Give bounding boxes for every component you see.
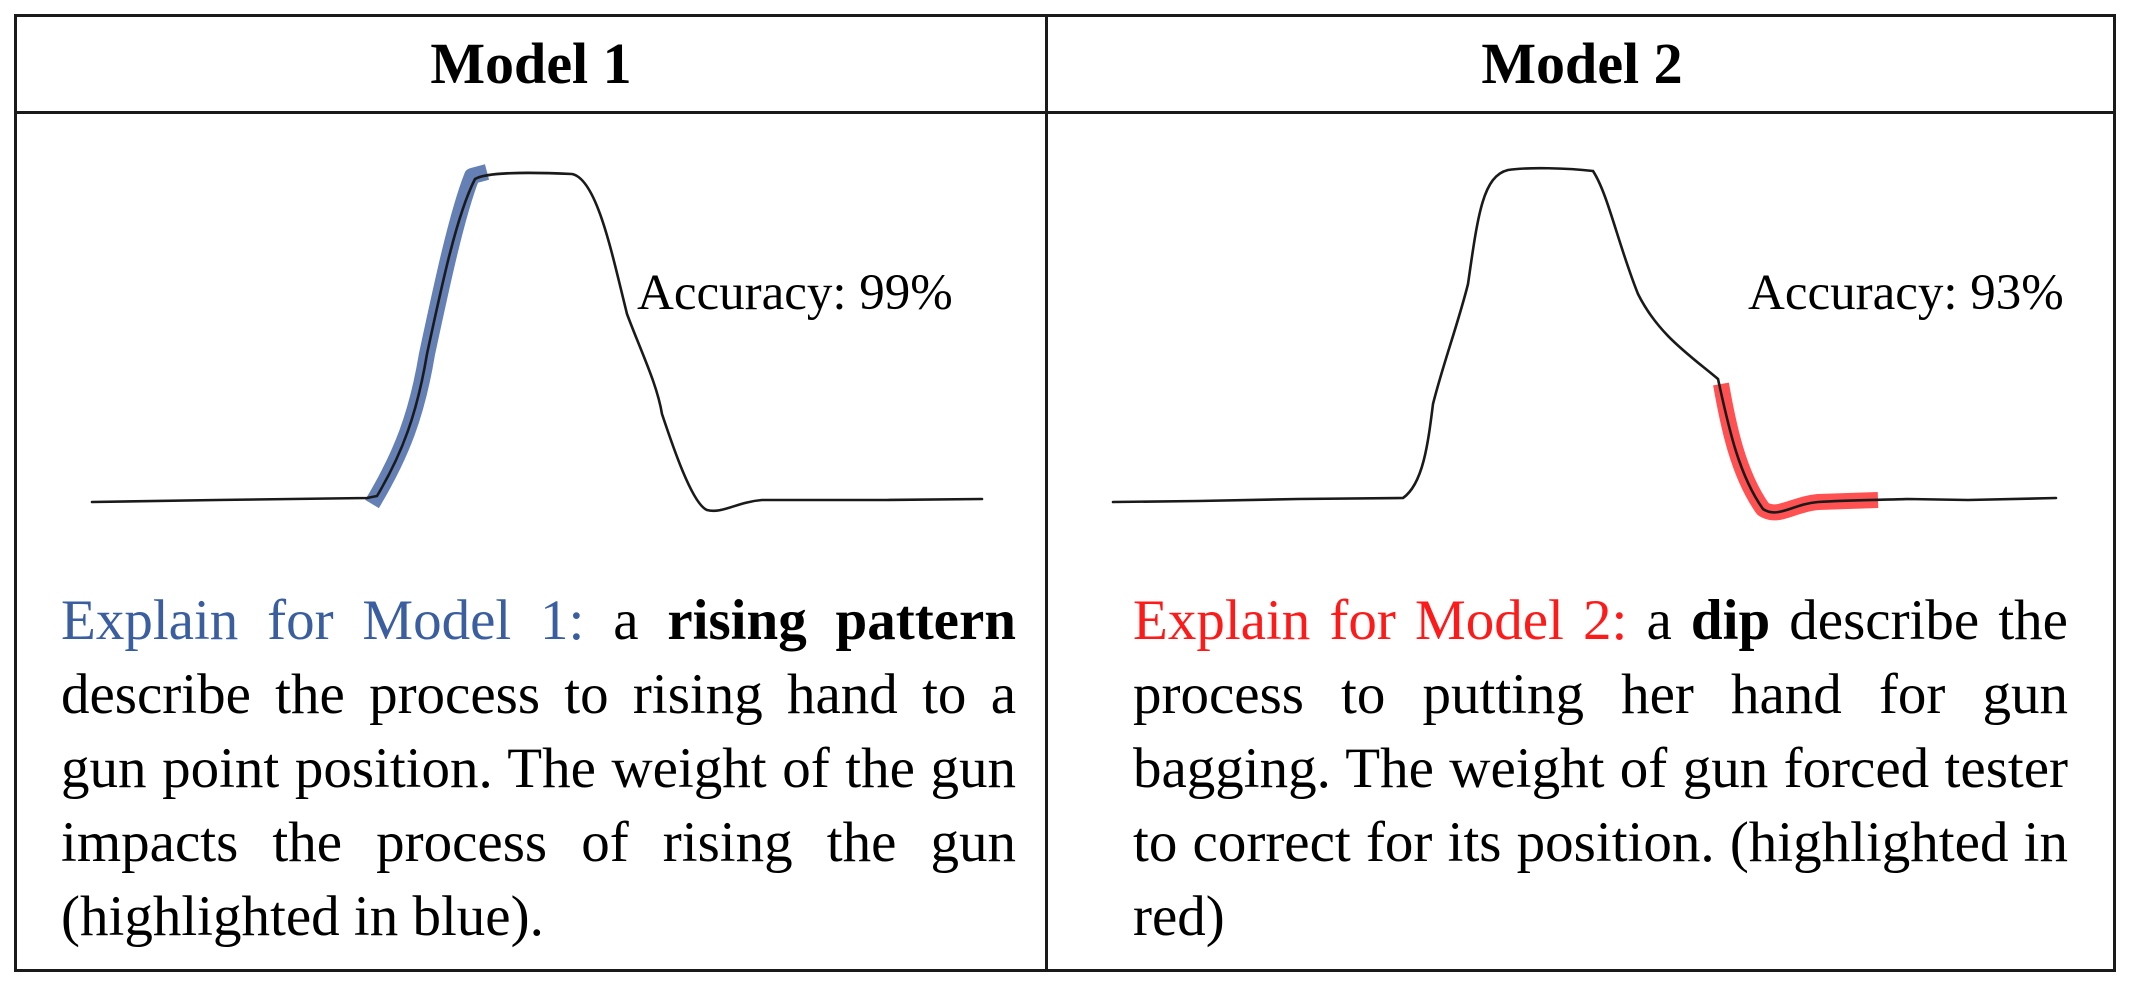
model1-explain-rest: describe the process to rising hand to a… <box>61 663 1016 948</box>
model2-explanation: Explain for Model 2: a dip describe the … <box>1133 584 2068 954</box>
column-divider <box>1045 17 1048 969</box>
model2-header: Model 2 <box>1481 31 1683 96</box>
model1-panel: Accuracy: 99% Explain for Model 1: a ris… <box>17 114 1045 972</box>
model2-highlight-dip <box>1713 382 1879 521</box>
model1-explain-lead: Explain for Model 1: <box>61 589 585 652</box>
model2-explain-lead: Explain for Model 2: <box>1133 589 1628 652</box>
model1-signal-plot <box>90 164 984 513</box>
model1-accuracy-label: Accuracy: 99% <box>637 265 953 321</box>
model2-signal-line <box>1111 166 2058 514</box>
model1-explain-pre: a <box>584 589 668 652</box>
model2-panel: Accuracy: 93% Explain for Model 2: a dip… <box>1048 114 2116 972</box>
comparison-table: Model 1 Model 2 Accuracy: 99% Explain fo… <box>14 14 2116 972</box>
model2-explain-pre: a <box>1627 589 1691 652</box>
model1-explain-bold: rising pattern <box>667 589 1016 652</box>
model2-explain-rest: describe the process to putting her hand… <box>1133 589 2068 948</box>
model1-header: Model 1 <box>430 31 632 96</box>
model2-signal-plot <box>1111 166 2058 521</box>
model2-explain-bold: dip <box>1690 589 1771 652</box>
model1-explanation: Explain for Model 1: a rising pattern de… <box>61 584 1016 954</box>
model2-accuracy-label: Accuracy: 93% <box>1748 265 2064 321</box>
header-row: Model 1 Model 2 <box>17 17 2113 114</box>
model1-signal-line <box>90 171 984 513</box>
